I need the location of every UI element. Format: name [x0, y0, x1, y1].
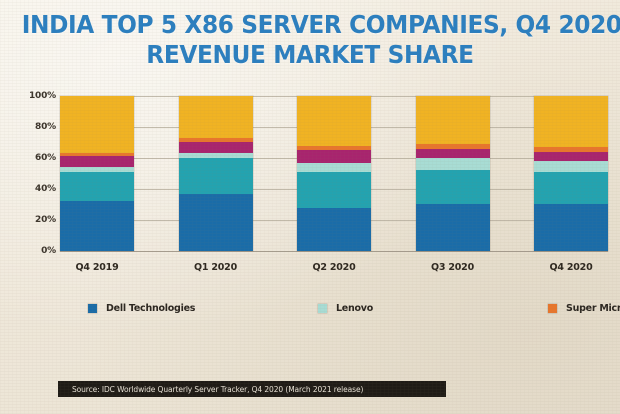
bar-segment[interactable]	[415, 144, 490, 149]
bar-segment[interactable]	[534, 161, 608, 172]
bar-column[interactable]	[297, 96, 371, 251]
x-axis-tick-label: Q4 2019	[75, 262, 119, 273]
title-line-2: REVENUE MARKET SHARE	[146, 40, 474, 69]
bar-segment[interactable]	[178, 96, 253, 138]
bar-segment[interactable]	[415, 204, 490, 251]
bar-segment[interactable]	[415, 148, 490, 158]
bar-segment[interactable]	[415, 96, 490, 145]
bar-segment[interactable]	[297, 207, 371, 251]
bar-column[interactable]	[415, 96, 490, 251]
bar-segment[interactable]	[415, 157, 490, 171]
y-axis-tick-label: 100%	[28, 91, 56, 101]
bar-group	[60, 96, 608, 251]
legend-item[interactable]: Lenovo	[318, 296, 548, 320]
bar-segment[interactable]	[297, 171, 371, 208]
legend-label: Dell Technologies	[106, 302, 196, 314]
legend-label: Lenovo	[336, 302, 374, 314]
bar-segment[interactable]	[60, 171, 134, 202]
bar-segment[interactable]	[534, 96, 608, 148]
bar-segment[interactable]	[534, 151, 608, 162]
page-title: INDIA TOP 5 X86 SERVER COMPANIES, Q4 202…	[0, 10, 620, 70]
bar-segment[interactable]	[178, 193, 253, 251]
x-axis-tick-label: Q2 2020	[312, 262, 356, 273]
legend-item[interactable]: Dell Technologies	[88, 296, 318, 320]
legend-item[interactable]: Super Micro	[548, 296, 620, 320]
plot-area: 0% 20% 40% 60% 80% 100%	[0, 91, 620, 271]
title-line-1: INDIA TOP 5 X86 SERVER COMPANIES, Q4 202…	[21, 10, 620, 39]
stacked-bar[interactable]	[178, 96, 253, 251]
bar-segment[interactable]	[297, 145, 371, 151]
bar-segment[interactable]	[60, 156, 134, 168]
bar-segment[interactable]	[178, 137, 253, 143]
bar-segment[interactable]	[178, 157, 253, 194]
y-axis-tick-label: 0%	[41, 246, 56, 256]
bar-segment[interactable]	[178, 153, 253, 158]
x-axis-tick-label: Q4 2020	[549, 262, 593, 273]
bar-column[interactable]	[178, 96, 253, 251]
legend-swatch-icon	[548, 303, 557, 313]
bar-segment[interactable]	[178, 142, 253, 154]
x-axis: Q4 2019 Q1 2020 Q2 2020 Q3 2020 Q4 2020	[60, 262, 608, 273]
y-axis-tick-label: 20%	[35, 215, 56, 225]
bar-segment[interactable]	[297, 96, 371, 146]
stacked-bar[interactable]	[415, 96, 490, 251]
bar-segment[interactable]	[60, 96, 134, 154]
bar-segment[interactable]	[534, 147, 608, 152]
x-axis-tick-label: Q3 2020	[430, 262, 475, 273]
bar-segment[interactable]	[534, 171, 608, 205]
bar-segment[interactable]	[415, 170, 490, 205]
bar-segment[interactable]	[297, 162, 371, 172]
source-text: Source: IDC Worldwide Quarterly Server T…	[72, 384, 364, 394]
y-axis-tick-label: 60%	[35, 153, 56, 163]
bar-column[interactable]	[534, 96, 608, 251]
stacked-bar[interactable]	[534, 96, 608, 251]
legend-swatch-icon	[318, 303, 327, 313]
stacked-bar[interactable]	[60, 96, 134, 251]
bar-segment[interactable]	[60, 201, 134, 251]
y-axis: 0% 20% 40% 60% 80% 100%	[8, 91, 56, 256]
y-axis-tick-label: 80%	[35, 122, 56, 132]
bar-segment[interactable]	[60, 153, 134, 157]
stacked-bar[interactable]	[297, 96, 371, 251]
bar-column[interactable]	[60, 96, 134, 251]
bar-segment[interactable]	[60, 167, 134, 172]
legend-label: Super Micro	[566, 302, 620, 314]
bar-segment[interactable]	[534, 204, 608, 251]
bar-segment[interactable]	[297, 150, 371, 163]
legend-swatch-icon	[88, 303, 97, 313]
x-axis-tick-label: Q1 2020	[193, 262, 238, 273]
gridline	[60, 251, 608, 252]
source-bar: Source: IDC Worldwide Quarterly Server T…	[58, 381, 446, 397]
y-axis-tick-label: 40%	[35, 184, 56, 194]
